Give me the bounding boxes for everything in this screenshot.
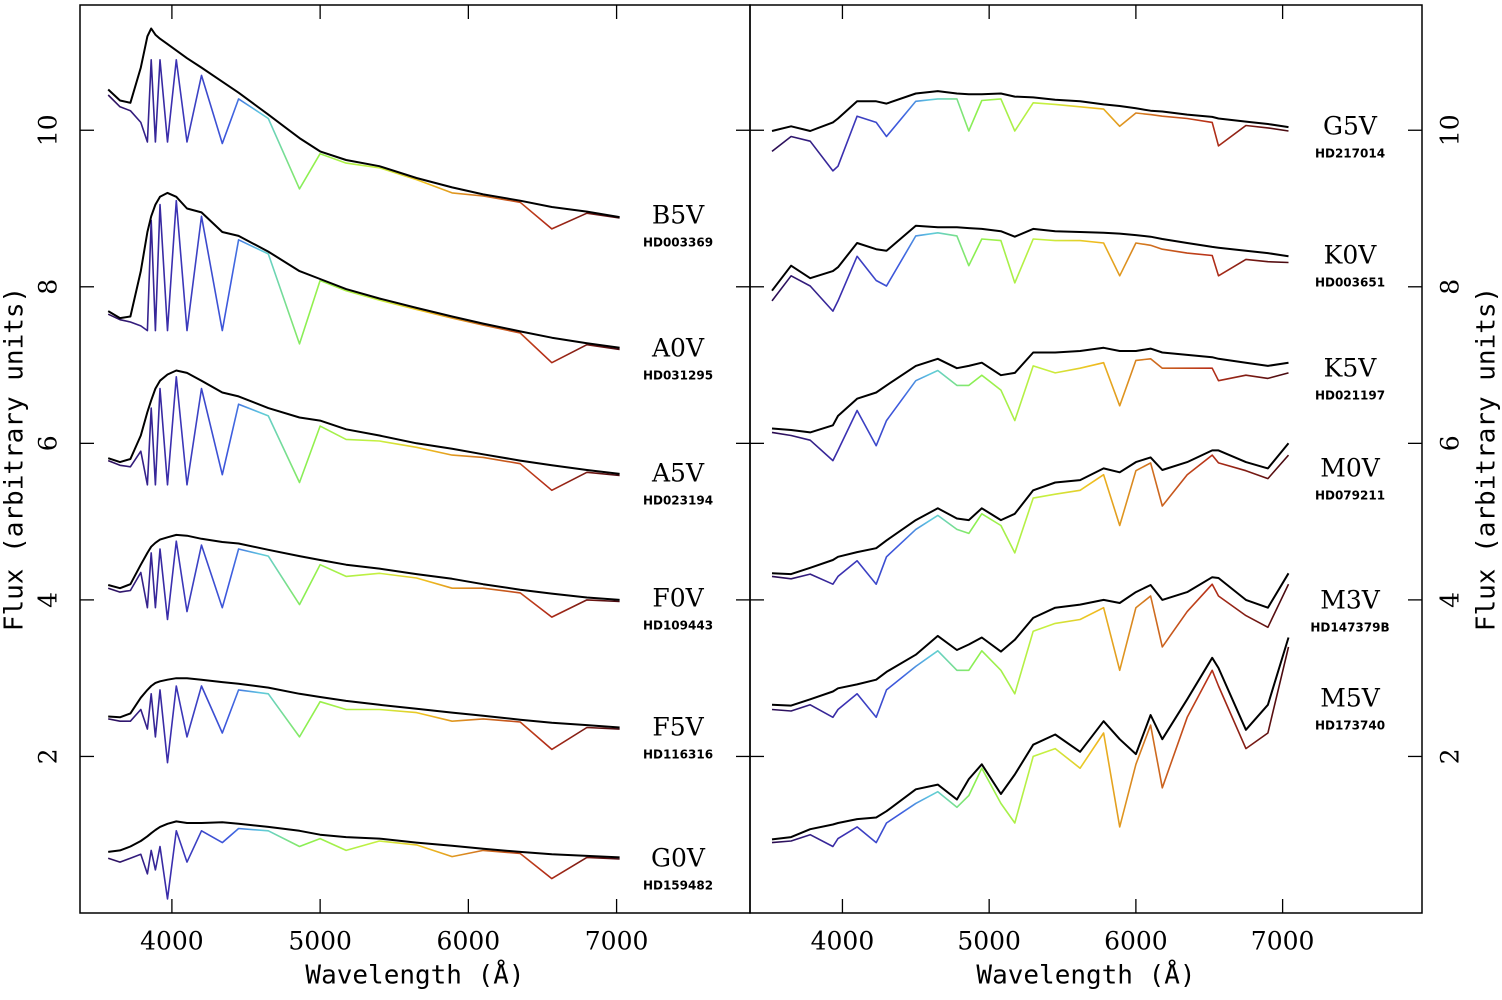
y-tick-label: 6 (1436, 435, 1465, 451)
star-name: M0V (1320, 454, 1381, 483)
y-tick-label: 8 (1436, 279, 1465, 295)
spectrum (771, 646, 1290, 848)
star-name: B5V (652, 201, 705, 230)
y-tick-label: 8 (34, 279, 63, 295)
spectrum (107, 59, 620, 230)
x-tick-label: 6000 (1104, 927, 1168, 956)
star-id: HD173740 (1315, 719, 1385, 733)
continuum (771, 346, 1289, 434)
spectrum (107, 540, 620, 621)
continuum (107, 533, 620, 601)
continuum (107, 191, 620, 349)
star-name: M3V (1320, 586, 1381, 615)
star-id: HD159482 (643, 879, 713, 893)
y-tick-label: 6 (34, 435, 63, 451)
star-id: HD021197 (1315, 389, 1385, 403)
y-tick-label: 10 (34, 114, 63, 146)
y-tick-label: 2 (1436, 748, 1465, 764)
star-id: HD003651 (1315, 276, 1385, 290)
continuum (771, 90, 1289, 132)
x-tick-label: 5000 (288, 927, 352, 956)
y-tick-label: 10 (1436, 114, 1465, 146)
star-id: HD116316 (643, 748, 713, 762)
star-id: HD109443 (643, 619, 713, 633)
star-id: HD079211 (1315, 489, 1385, 503)
continuum (771, 442, 1290, 576)
continuum (108, 677, 620, 729)
x-axis-label: Wavelength (Å) (305, 959, 524, 991)
x-axis-label: Wavelength (Å) (976, 959, 1195, 991)
star-name: G0V (651, 844, 706, 873)
continuum (771, 572, 1290, 707)
continuum (107, 369, 620, 475)
y-axis-label: Flux (arbitrary units) (1472, 287, 1502, 631)
star-name: G5V (1323, 112, 1378, 141)
x-tick-label: 5000 (957, 927, 1021, 956)
star-id: HD003369 (643, 236, 713, 250)
continuum (107, 27, 620, 219)
continuum (108, 820, 620, 859)
star-name: F0V (652, 584, 704, 613)
x-tick-label: 4000 (140, 927, 204, 956)
spectrum (771, 98, 1289, 172)
spectrum (107, 376, 620, 492)
star-id: HD023194 (643, 494, 713, 508)
star-name: A0V (651, 334, 705, 363)
star-name: F5V (652, 713, 704, 742)
star-name: K0V (1324, 241, 1378, 270)
star-name: M5V (1320, 684, 1381, 713)
x-tick-label: 7000 (1251, 927, 1315, 956)
star-id: HD147379B (1310, 621, 1389, 635)
spectrum (771, 232, 1289, 312)
star-name: A5V (651, 459, 705, 488)
spectrum (107, 827, 620, 900)
spectrum (771, 583, 1290, 719)
star-id: HD217014 (1315, 147, 1385, 161)
star-name: K5V (1324, 354, 1378, 383)
spectrum (107, 199, 620, 364)
x-tick-label: 7000 (585, 927, 649, 956)
plot-frame (749, 4, 1423, 914)
y-axis-label: Flux (arbitrary units) (0, 287, 30, 631)
star-id: HD031295 (643, 369, 713, 383)
spectrum (771, 454, 1290, 585)
x-tick-label: 4000 (811, 927, 875, 956)
x-tick-label: 6000 (437, 927, 501, 956)
y-tick-label: 4 (1436, 592, 1465, 608)
spectrum (108, 685, 620, 764)
continuum (771, 224, 1289, 292)
y-tick-label: 2 (34, 748, 63, 764)
continuum (771, 637, 1290, 841)
y-tick-label: 4 (34, 592, 63, 608)
plot-frame (79, 4, 751, 914)
spectrum (771, 358, 1289, 462)
